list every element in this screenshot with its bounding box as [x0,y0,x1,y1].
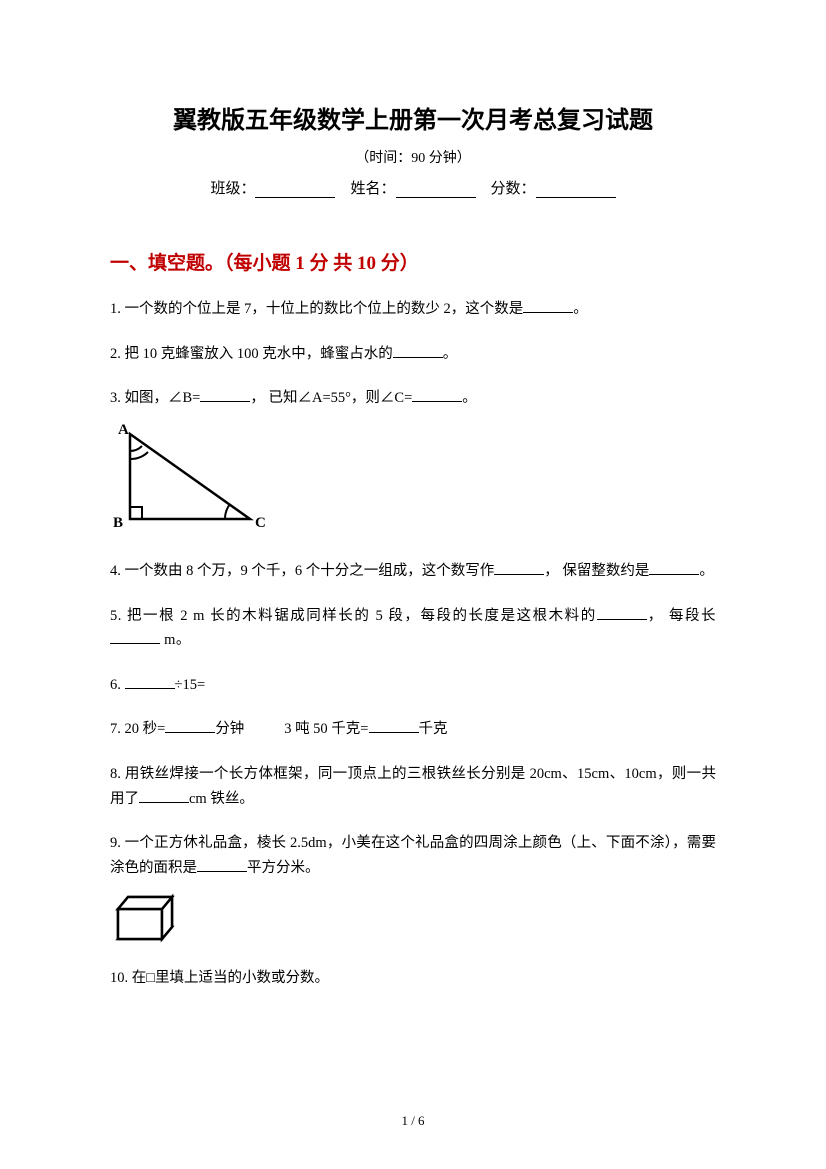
question-9: 9. 一个正方休礼品盒，棱长 2.5dm，小美在这个礼品盒的四周涂上颜色（上、下… [110,831,716,945]
section-1-header: 一、填空题。（每小题 1 分 共 10 分） [110,248,716,275]
q6-text-a: 6. [110,677,125,693]
q9-blank[interactable] [197,857,247,872]
class-label: 班级： [210,181,255,197]
question-10: 10. 在□里填上适当的小数或分数。 [110,966,716,991]
exam-title: 翼教版五年级数学上册第一次月考总复习试题 [110,100,716,135]
q4-text-a: 4. 一个数由 8 个万，9 个千，6 个十分之一组成，这个数写作 [110,563,494,579]
q3-blank-2[interactable] [412,387,462,402]
q5-text-a: 5. 把一根 2 m 长的木料锯成同样长的 5 段，每段的长度是这根木料的 [110,608,597,624]
q5-text-b: ， 每段长 [647,608,716,624]
q1-text-b: 。 [573,301,588,317]
box-diagram [110,891,180,946]
question-4: 4. 一个数由 8 个万，9 个千，6 个十分之一组成，这个数写作 ， 保留整数约… [110,559,716,584]
question-3: 3. 如图，∠B= ， 已知∠A=55°，则∠C= 。 A B C [110,386,716,539]
page-number: 1 / 6 [401,1113,424,1129]
question-8: 8. 用铁丝焊接一个长方体框架，同一顶点上的三根铁丝长分别是 20cm、15cm… [110,762,716,811]
q2-text-b: 。 [443,346,458,362]
q3-text-b: ， 已知∠A=55°，则∠C= [250,390,412,406]
q5-blank-2[interactable] [110,629,160,644]
score-label: 分数： [491,181,536,197]
q4-blank-2[interactable] [649,560,699,575]
question-6: 6. ÷15= [110,673,716,698]
score-blank[interactable] [536,180,616,198]
q4-text-b: ， 保留整数约是 [544,563,649,579]
q6-blank[interactable] [125,674,175,689]
q7-text-a: 7. 20 秒= [110,721,165,737]
q7-blank-1[interactable] [165,718,215,733]
q6-text-b: ÷15= [175,677,206,693]
class-blank[interactable] [255,180,335,198]
q4-text-c: 。 [699,563,714,579]
q3-blank-1[interactable] [200,387,250,402]
q2-blank[interactable] [393,343,443,358]
q2-text-a: 2. 把 10 克蜂蜜放入 100 克水中，蜂蜜占水的 [110,346,393,362]
q7-blank-2[interactable] [369,718,419,733]
question-2: 2. 把 10 克蜂蜜放入 100 克水中，蜂蜜占水的 。 [110,342,716,367]
q8-text-b: cm 铁丝。 [189,791,254,807]
q7-text-c: 3 吨 50 千克= [284,721,368,737]
name-label: 姓名： [350,181,395,197]
student-info-line: 班级： 姓名： 分数： [110,177,716,198]
q10-text: 10. 在□里填上适当的小数或分数。 [110,970,329,986]
triangle-label-c: C [255,515,266,531]
q4-blank-1[interactable] [494,560,544,575]
question-7: 7. 20 秒= 分钟 3 吨 50 千克= 千克 [110,717,716,742]
q9-text-b: 平方分米。 [247,860,320,876]
q7-text-b: 分钟 [215,721,244,737]
triangle-diagram: A B C [110,419,270,539]
q1-text-a: 1. 一个数的个位上是 7，十位上的数比个位上的数少 2，这个数是 [110,301,523,317]
triangle-label-a: A [118,422,129,438]
q3-text-a: 3. 如图，∠B= [110,390,200,406]
q5-text-c: m。 [160,632,191,648]
q3-text-c: 。 [462,390,477,406]
q7-text-d: 千克 [419,721,448,737]
question-5: 5. 把一根 2 m 长的木料锯成同样长的 5 段，每段的长度是这根木料的 ， 每… [110,604,716,653]
triangle-label-b: B [113,515,123,531]
question-1: 1. 一个数的个位上是 7，十位上的数比个位上的数少 2，这个数是 。 [110,297,716,322]
name-blank[interactable] [396,180,476,198]
q5-blank-1[interactable] [597,605,647,620]
exam-time: （时间：90 分钟） [110,147,716,167]
q1-blank[interactable] [523,298,573,313]
q8-blank[interactable] [139,788,189,803]
